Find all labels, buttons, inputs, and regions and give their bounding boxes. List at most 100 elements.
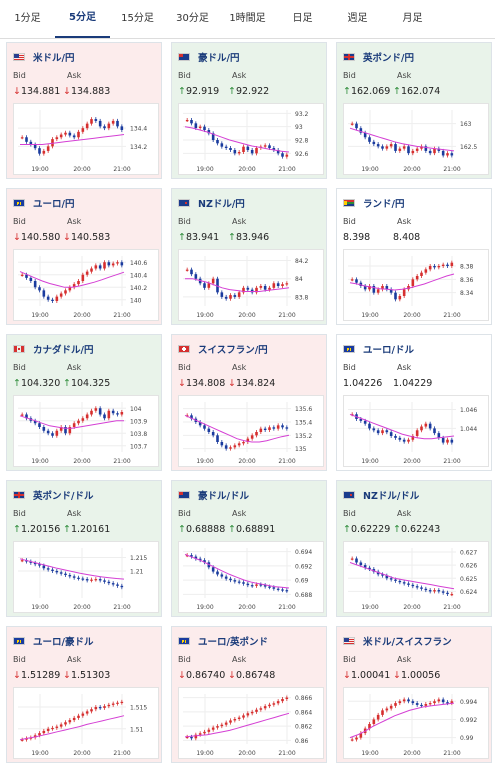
candle-body bbox=[211, 567, 215, 572]
pair-title[interactable]: NZドル/円 bbox=[178, 196, 245, 210]
pair-name[interactable]: 米ドル/スイスフラン bbox=[363, 637, 452, 648]
price-chart[interactable]: 0.627 0.626 0.625 0.624 19:00 20:00 21:00 bbox=[343, 541, 489, 613]
ask-label: Ask bbox=[397, 363, 412, 372]
ask-label: Ask bbox=[67, 363, 82, 372]
price-chart[interactable]: 93.2 93 92.8 92.6 19:00 20:00 21:00 bbox=[178, 103, 324, 175]
currency-card[interactable]: 米ドル/スイスフラン Bid Ask ↓1.00041 ↓1.00056 0.994 0.9… bbox=[336, 626, 492, 763]
pair-name[interactable]: 英ポンド/ドル bbox=[33, 491, 94, 502]
candle-body bbox=[272, 427, 276, 429]
pair-name[interactable]: NZドル/ドル bbox=[363, 491, 420, 502]
pair-name[interactable]: ユーロ/豪ドル bbox=[33, 637, 94, 648]
pair-title[interactable]: 英ポンド/ドル bbox=[13, 488, 93, 502]
price-chart[interactable]: 8.38 8.36 8.34 19:00 20:00 21:00 bbox=[343, 249, 489, 321]
price-chart[interactable]: 104 103.9 103.8 103.7 19:00 20:00 21:00 bbox=[13, 395, 159, 467]
price-chart[interactable]: 0.694 0.692 0.69 0.688 19:00 20:00 21:00 bbox=[178, 541, 324, 613]
candle-body bbox=[224, 445, 228, 449]
down-arrow-icon: ↓ bbox=[13, 670, 21, 681]
candle-body bbox=[103, 580, 106, 582]
candle-body bbox=[194, 274, 198, 279]
currency-card[interactable]: ユーロ/豪ドル Bid Ask ↓1.51289 ↓1.51303 1.515 1.51 19… bbox=[6, 626, 162, 763]
currency-card[interactable]: 米ドル/円 Bid Ask ↓134.881 ↓134.883 134.4 134.2 19:… bbox=[6, 42, 162, 179]
currency-card[interactable]: 英ポンド/円 Bid Ask ↑162.069 ↑162.074 163 162.5 19:0… bbox=[336, 42, 492, 179]
price-chart[interactable]: 84.2 84 83.8 19:00 20:00 21:00 bbox=[178, 249, 324, 321]
x-tick-label: 21:00 bbox=[443, 458, 460, 465]
up-arrow-icon: ↑ bbox=[178, 86, 186, 97]
pair-name[interactable]: 英ポンド/円 bbox=[363, 53, 414, 64]
price-chart[interactable]: 1.215 1.21 19:00 20:00 21:00 bbox=[13, 541, 159, 613]
pair-title[interactable]: 米ドル/スイスフラン bbox=[343, 634, 452, 648]
pair-name[interactable]: 米ドル/円 bbox=[33, 53, 75, 64]
pair-name[interactable]: 豪ドル/ドル bbox=[198, 491, 249, 502]
currency-card[interactable]: 英ポンド/ドル Bid Ask ↑1.20156 ↑1.20161 1.215 1.21 19… bbox=[6, 480, 162, 617]
currency-card[interactable]: ランド/円 Bid Ask 8.398 8.408 8.38 8.36 8.34 19:00 20… bbox=[336, 188, 492, 325]
tab-5[interactable]: 日足 bbox=[292, 13, 313, 24]
pair-name[interactable]: 豪ドル/円 bbox=[198, 53, 240, 64]
currency-card[interactable]: NZドル/ドル Bid Ask ↑0.62229 ↑0.62243 0.627 0.626 0… bbox=[336, 480, 492, 617]
price-chart[interactable]: 140.6 140.4 140.2 140 19:00 20:00 21:00 bbox=[13, 249, 159, 321]
currency-card[interactable]: NZドル/円 Bid Ask ↑83.941 ↑83.946 84.2 84 83.8 19:0… bbox=[171, 188, 327, 325]
price-chart[interactable]: 135.6 135.4 135.2 135 19:00 20:00 21:00 bbox=[178, 395, 324, 467]
pair-title[interactable]: ユーロ/ドル bbox=[343, 342, 414, 356]
pair-title[interactable]: NZドル/ドル bbox=[343, 488, 419, 502]
moving-average-line bbox=[19, 415, 124, 429]
candle-body bbox=[229, 148, 232, 150]
pair-name[interactable]: ランド/円 bbox=[363, 199, 405, 210]
price-chart[interactable]: 0.994 0.992 0.99 19:00 20:00 21:00 bbox=[343, 687, 489, 759]
tab-7[interactable]: 月足 bbox=[402, 13, 423, 24]
pair-name[interactable]: NZドル/円 bbox=[198, 199, 245, 210]
candle-body bbox=[190, 736, 193, 739]
pair-name[interactable]: ユーロ/円 bbox=[33, 199, 75, 210]
candle-body bbox=[381, 146, 384, 149]
pair-title[interactable]: ユーロ/豪ドル bbox=[13, 634, 93, 648]
candle-body bbox=[237, 581, 241, 583]
tab-6[interactable]: 週足 bbox=[347, 13, 368, 24]
currency-card[interactable]: ユーロ/英ポンド Bid Ask ↓0.86740 ↓0.86748 0.866 0.864… bbox=[171, 626, 327, 763]
pair-title[interactable]: ユーロ/英ポンド bbox=[178, 634, 268, 648]
currency-card[interactable]: カナダドル/円 Bid Ask ↑104.320 ↑104.325 104 103.9 103… bbox=[6, 334, 162, 471]
candle-body bbox=[233, 719, 237, 721]
y-tick-label: 1.21 bbox=[130, 568, 144, 575]
currency-card[interactable]: スイスフラン/円 Bid Ask ↓134.808 ↓134.824 135.6 135.4… bbox=[171, 334, 327, 471]
currency-card[interactable]: 豪ドル/ドル Bid Ask ↑0.68888 ↑0.68891 0.694 0.692 0.… bbox=[171, 480, 327, 617]
pair-name[interactable]: スイスフラン/円 bbox=[198, 345, 268, 356]
pair-title[interactable]: ユーロ/円 bbox=[13, 196, 74, 210]
price-chart[interactable]: 1.046 1.044 19:00 20:00 21:00 bbox=[343, 395, 489, 467]
price-chart[interactable]: 163 162.5 19:00 20:00 21:00 bbox=[343, 103, 489, 175]
currency-card[interactable]: ユーロ/ドル Bid Ask 1.04226 1.04229 1.046 1.044 19:0… bbox=[336, 334, 492, 471]
candle-body bbox=[203, 283, 206, 288]
y-tick-label: 104 bbox=[130, 406, 142, 413]
price-chart[interactable]: 0.866 0.864 0.862 0.86 19:00 20:00 21:00 bbox=[178, 687, 324, 759]
pair-name[interactable]: カナダドル/円 bbox=[33, 345, 94, 356]
ask-label: Ask bbox=[232, 655, 247, 664]
currency-card[interactable]: ユーロ/円 Bid Ask ↓140.580 ↓140.583 140.6 140.4 140… bbox=[6, 188, 162, 325]
pair-title[interactable]: 豪ドル/ドル bbox=[178, 488, 249, 502]
price-chart[interactable]: 1.515 1.51 19:00 20:00 21:00 bbox=[13, 687, 159, 759]
chart-svg: 93.2 93 92.8 92.6 19:00 20:00 21:00 bbox=[183, 110, 309, 173]
candle-body bbox=[224, 722, 228, 725]
candle-body bbox=[107, 123, 111, 129]
moving-average-line bbox=[184, 553, 290, 589]
candle-body bbox=[398, 701, 402, 704]
tab-3[interactable]: 30分足 bbox=[176, 13, 209, 24]
pair-name[interactable]: ユーロ/英ポンド bbox=[198, 637, 268, 648]
price-chart[interactable]: 134.4 134.2 19:00 20:00 21:00 bbox=[13, 103, 159, 175]
tab-0[interactable]: 1分足 bbox=[14, 13, 41, 24]
up-arrow-icon: ↑ bbox=[343, 86, 351, 97]
pair-title[interactable]: 豪ドル/円 bbox=[178, 50, 239, 64]
pair-title[interactable]: 英ポンド/円 bbox=[343, 50, 414, 64]
pair-title[interactable]: ランド/円 bbox=[343, 196, 404, 210]
x-tick-label: 21:00 bbox=[443, 312, 460, 319]
tab-2[interactable]: 15分足 bbox=[121, 13, 154, 24]
pair-title[interactable]: 米ドル/円 bbox=[13, 50, 74, 64]
up-arrow-icon: ↑ bbox=[178, 524, 186, 535]
candle-body bbox=[94, 265, 98, 269]
currency-card[interactable]: 豪ドル/円 Bid Ask ↑92.919 ↑92.922 93.2 93 92.8 92.6 1… bbox=[171, 42, 327, 179]
candle-body bbox=[285, 427, 289, 429]
pair-title[interactable]: スイスフラン/円 bbox=[178, 342, 268, 356]
pair-name[interactable]: ユーロ/ドル bbox=[363, 345, 414, 356]
pair-title[interactable]: カナダドル/円 bbox=[13, 342, 93, 356]
candle-body bbox=[233, 150, 237, 154]
y-tick-label: 0.994 bbox=[460, 699, 477, 706]
tab-4[interactable]: 1時間足 bbox=[229, 13, 266, 24]
tab-1[interactable]: 5分足 bbox=[55, 0, 110, 38]
